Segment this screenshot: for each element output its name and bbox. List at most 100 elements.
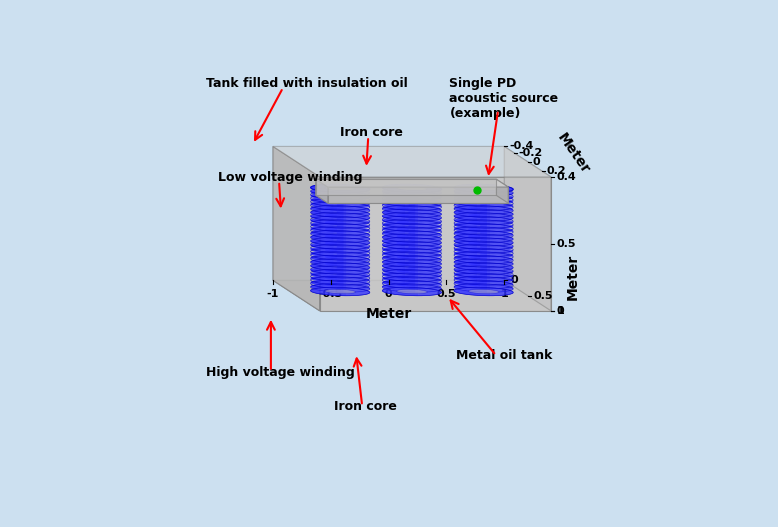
Polygon shape [273,280,551,311]
Polygon shape [382,250,419,263]
Polygon shape [334,283,370,296]
Polygon shape [454,283,490,296]
Polygon shape [382,255,419,267]
Polygon shape [397,186,415,198]
Polygon shape [382,184,419,197]
Polygon shape [310,234,347,246]
Polygon shape [477,283,513,296]
Polygon shape [454,205,490,217]
Polygon shape [325,262,344,273]
Polygon shape [382,221,419,234]
Text: 0.4: 0.4 [556,172,576,182]
Polygon shape [405,258,442,271]
Polygon shape [334,188,370,201]
Polygon shape [310,230,347,242]
Polygon shape [334,250,370,263]
Polygon shape [310,209,347,221]
Polygon shape [382,201,419,213]
Polygon shape [382,230,419,242]
Polygon shape [477,242,513,255]
Polygon shape [477,213,513,226]
Polygon shape [334,258,370,271]
Polygon shape [405,271,442,284]
Polygon shape [310,192,347,205]
Polygon shape [397,221,415,232]
Polygon shape [477,217,513,230]
Polygon shape [382,205,419,217]
Polygon shape [454,184,490,197]
Polygon shape [382,188,419,201]
Polygon shape [334,262,370,275]
Polygon shape [477,267,513,279]
Polygon shape [334,197,370,209]
Polygon shape [468,200,487,211]
Polygon shape [334,255,370,267]
Polygon shape [382,217,419,230]
Polygon shape [310,197,347,209]
Polygon shape [468,248,487,259]
Polygon shape [405,192,442,205]
Polygon shape [334,184,370,197]
Polygon shape [310,217,347,230]
Polygon shape [310,267,347,279]
Polygon shape [334,238,370,250]
Polygon shape [397,193,415,204]
Polygon shape [334,205,370,217]
Polygon shape [477,255,513,267]
Polygon shape [334,279,370,291]
Text: 0: 0 [557,306,565,316]
Polygon shape [405,250,442,263]
Polygon shape [405,283,442,296]
Polygon shape [397,214,415,225]
Polygon shape [325,282,344,294]
Polygon shape [454,213,490,226]
Polygon shape [454,192,490,205]
Text: Meter: Meter [366,307,412,321]
Polygon shape [320,177,551,311]
Polygon shape [468,262,487,273]
Polygon shape [325,207,344,218]
Polygon shape [468,193,487,204]
Polygon shape [325,235,344,246]
Polygon shape [477,258,513,271]
Polygon shape [405,238,442,250]
Polygon shape [397,282,415,294]
Polygon shape [454,267,490,279]
Polygon shape [477,250,513,263]
Polygon shape [382,226,419,238]
Polygon shape [310,238,347,250]
Polygon shape [405,221,442,234]
Polygon shape [382,197,419,209]
Polygon shape [310,184,370,192]
Polygon shape [382,275,419,287]
Polygon shape [477,221,513,234]
Polygon shape [325,289,356,294]
Polygon shape [454,262,490,275]
Polygon shape [405,201,442,213]
Polygon shape [477,238,513,250]
Text: 0: 0 [385,289,392,299]
Text: Tank filled with insulation oil: Tank filled with insulation oil [206,77,408,91]
Polygon shape [397,255,415,266]
Polygon shape [325,186,356,191]
Polygon shape [454,221,490,234]
Polygon shape [334,192,370,205]
Polygon shape [310,283,347,296]
Polygon shape [397,186,427,191]
Polygon shape [504,147,551,311]
Polygon shape [454,230,490,242]
Polygon shape [468,269,487,280]
Polygon shape [382,279,419,291]
Polygon shape [382,271,419,284]
Polygon shape [454,226,490,238]
Polygon shape [405,267,442,279]
Polygon shape [325,255,344,266]
Polygon shape [468,221,487,232]
Polygon shape [405,230,442,242]
Polygon shape [468,207,487,218]
Polygon shape [334,267,370,279]
Polygon shape [310,275,347,287]
Text: 0.5: 0.5 [557,239,576,249]
Polygon shape [310,279,347,291]
Polygon shape [334,201,370,213]
